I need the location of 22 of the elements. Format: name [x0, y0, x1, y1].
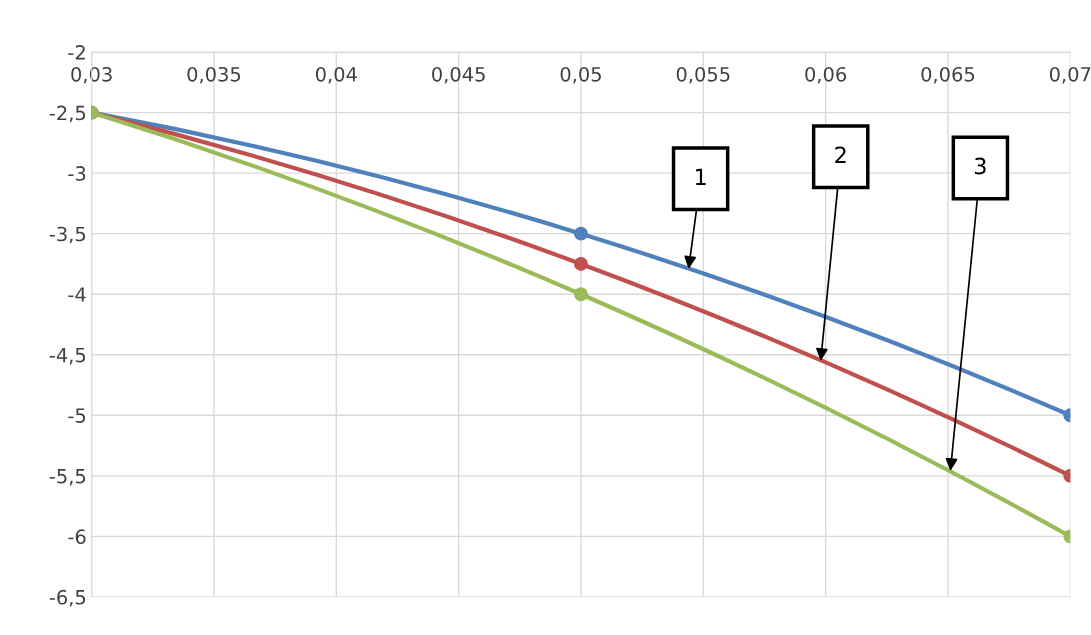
x-tick-label: 0,035 [187, 66, 241, 84]
y-tick-label: -3,5 [49, 226, 86, 244]
x-tick-label: 0,055 [676, 66, 730, 84]
annotation: 2 [835, 146, 846, 163]
x-tick-label: 0,065 [921, 66, 975, 84]
y-tick-label: -6 [68, 529, 86, 545]
x-tick-label: 0,03 [71, 66, 112, 84]
y-tick-label: -4 [68, 287, 86, 302]
x-tick-label: 0,045 [432, 66, 485, 84]
annotation: 1 [695, 168, 706, 185]
y-tick-label: -2 [68, 45, 85, 60]
x-tick-label: 0,07 [1049, 66, 1091, 84]
x-tick-label: 0,06 [805, 66, 847, 84]
x-tick-label: 0,05 [560, 66, 601, 84]
y-tick-label: -3 [68, 166, 86, 181]
x-tick-label: 0,04 [315, 66, 357, 84]
y-tick-label: -5 [68, 408, 86, 423]
y-tick-label: -2,5 [49, 105, 86, 123]
annotation: 3 [975, 157, 986, 175]
y-tick-label: -5,5 [49, 469, 86, 486]
y-tick-label: -6,5 [49, 589, 86, 607]
y-tick-label: -4,5 [49, 347, 86, 365]
